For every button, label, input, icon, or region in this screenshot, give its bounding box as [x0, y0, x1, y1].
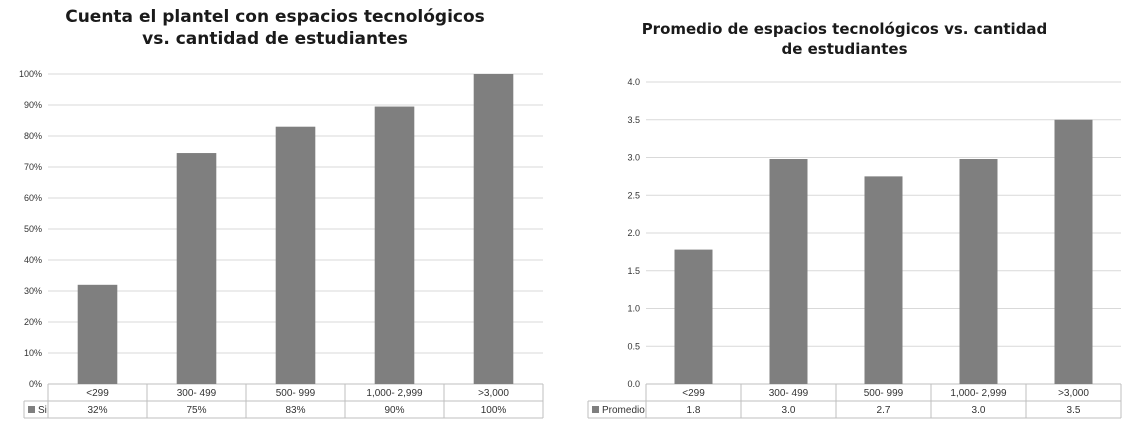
- y-tick-label: 0%: [29, 379, 42, 389]
- bar: [176, 153, 217, 384]
- y-tick-label: 2.5: [627, 190, 640, 200]
- category-label: 500- 999: [276, 388, 316, 399]
- bar: [374, 106, 415, 385]
- category-label: 300- 499: [769, 388, 809, 399]
- y-tick-label: 60%: [24, 193, 42, 203]
- chart-tecnologicos-si: Cuenta el plantel con espacios tecnológi…: [0, 0, 550, 424]
- category-label: 1,000- 2,999: [366, 388, 423, 399]
- data-label: 3.5: [1067, 405, 1081, 416]
- chart-title-line1: Cuenta el plantel con espacios tecnológi…: [65, 7, 485, 27]
- category-label: <299: [682, 388, 705, 399]
- y-tick-label: 40%: [24, 255, 42, 265]
- data-label: 100%: [481, 405, 507, 416]
- y-tick-label: 0.0: [627, 379, 640, 389]
- data-label: 90%: [384, 405, 404, 416]
- y-tick-label: 20%: [24, 317, 42, 327]
- chart-title: Cuenta el plantel con espacios tecnológi…: [0, 6, 550, 50]
- category-label: >3,000: [478, 388, 509, 399]
- y-tick-label: 3.0: [627, 153, 640, 163]
- data-label: 75%: [186, 405, 206, 416]
- y-tick-label: 4.0: [627, 77, 640, 87]
- chart-tecnologicos-promedio: Promedio de espacios tecnológicos vs. ca…: [566, 0, 1123, 424]
- bar: [473, 74, 514, 384]
- legend-key: [28, 406, 35, 413]
- data-label: 3.0: [782, 405, 796, 416]
- bar: [769, 159, 808, 384]
- y-tick-label: 1.0: [627, 304, 640, 314]
- bar: [959, 159, 998, 384]
- data-label: 83%: [285, 405, 305, 416]
- data-label: 2.7: [877, 405, 891, 416]
- data-label: 3.0: [972, 405, 986, 416]
- bar: [1054, 119, 1093, 384]
- category-label: >3,000: [1058, 388, 1089, 399]
- bar: [864, 176, 903, 384]
- legend-key: [592, 406, 599, 413]
- bar: [674, 249, 713, 384]
- y-tick-label: 70%: [24, 162, 42, 172]
- y-tick-label: 0.5: [627, 341, 640, 351]
- bar: [275, 126, 316, 384]
- chart-title-line2: de estudiantes: [781, 39, 908, 58]
- y-tick-label: 100%: [19, 69, 42, 79]
- y-tick-label: 10%: [24, 348, 42, 358]
- data-label: 1.8: [687, 405, 701, 416]
- y-tick-label: 1.5: [627, 266, 640, 276]
- chart-plot: 0.0 0.5 1.0 1.5 2.0 2.5 3.0 3.5 4.0 <299 300- 499 5…: [587, 77, 1122, 419]
- y-tick-label: 90%: [24, 100, 42, 110]
- category-label: 300- 499: [177, 388, 217, 399]
- chart-title-line2: vs. cantidad de estudiantes: [142, 29, 408, 50]
- legend-series-name: Promedio: [602, 405, 645, 416]
- bar: [77, 284, 118, 384]
- y-tick-label: 3.5: [627, 115, 640, 125]
- category-label: 500- 999: [864, 388, 904, 399]
- y-tick-label: 80%: [24, 131, 42, 141]
- chart-plot: 0% 10% 20% 30% 40% 50% 60% 70% 80% 90% 100% <299 300…: [19, 69, 544, 419]
- category-label: <299: [86, 388, 109, 399]
- y-tick-label: 30%: [24, 286, 42, 296]
- category-label: 1,000- 2,999: [950, 388, 1007, 399]
- y-tick-label: 2.0: [627, 228, 640, 238]
- legend-series-name: Si: [38, 405, 47, 416]
- chart-title-line1: Promedio de espacios tecnológicos vs. ca…: [641, 20, 1048, 38]
- y-tick-label: 50%: [24, 224, 42, 234]
- data-label: 32%: [87, 405, 107, 416]
- chart-title: Promedio de espacios tecnológicos vs. ca…: [566, 20, 1123, 59]
